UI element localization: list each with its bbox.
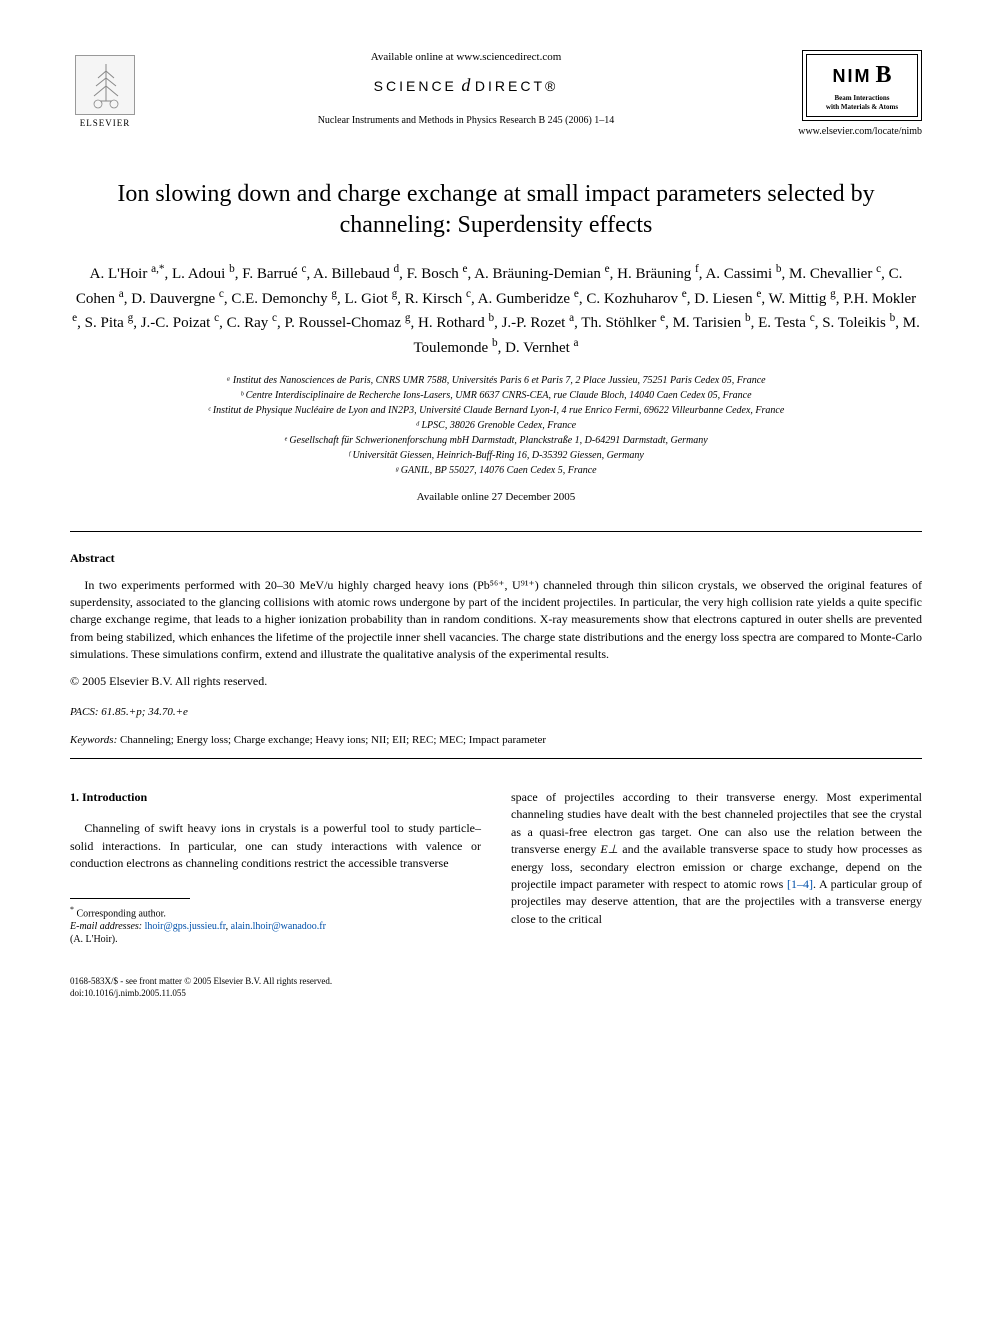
available-date: Available online 27 December 2005: [70, 490, 922, 505]
journal-url: www.elsevier.com/locate/nimb: [792, 125, 922, 139]
pacs-label: PACS:: [70, 706, 99, 718]
bottom-info: 0168-583X/$ - see front matter © 2005 El…: [70, 976, 481, 999]
affiliation-b: ᵇ Centre Interdisciplinaire de Recherche…: [70, 389, 922, 403]
page-header: ELSEVIER Available online at www.science…: [70, 50, 922, 139]
keywords-label: Keywords:: [70, 734, 117, 746]
divider-bottom: [70, 758, 922, 759]
journal-reference: Nuclear Instruments and Methods in Physi…: [160, 114, 772, 128]
front-matter-line: 0168-583X/$ - see front matter © 2005 El…: [70, 976, 481, 988]
nimb-subtitle-2: with Materials & Atoms: [811, 104, 913, 112]
nimb-b: B: [875, 62, 891, 88]
sciencedirect-logo: SCIENCE d DIRECT®: [160, 73, 772, 98]
affiliation-g: ᵍ GANIL, BP 55027, 14076 Caen Cedex 5, F…: [70, 464, 922, 478]
intro-para-1: Channeling of swift heavy ions in crysta…: [70, 820, 481, 872]
keywords-line: Keywords: Channeling; Energy loss; Charg…: [70, 733, 922, 748]
affiliation-a: ᵃ Institut des Nanosciences de Paris, CN…: [70, 374, 922, 388]
column-left: 1. Introduction Channeling of swift heav…: [70, 789, 481, 999]
nimb-frame: NIMB Beam Interactions with Materials & …: [802, 50, 922, 121]
email-link-2[interactable]: alain.lhoir@wanadoo.fr: [231, 921, 326, 932]
pacs-line: PACS: 61.85.+p; 34.70.+e: [70, 705, 922, 720]
keywords-value: Channeling; Energy loss; Charge exchange…: [117, 734, 546, 746]
divider-top: [70, 531, 922, 532]
affiliations: ᵃ Institut des Nanosciences de Paris, CN…: [70, 374, 922, 478]
sd-right: DIRECT®: [475, 78, 558, 94]
elsevier-label: ELSEVIER: [80, 117, 131, 130]
email-link-1[interactable]: lhoir@gps.jussieu.fr: [145, 921, 226, 932]
nimb-letters: NIM: [832, 66, 871, 86]
nimb-logo-block: NIMB Beam Interactions with Materials & …: [792, 50, 922, 139]
elsevier-logo: ELSEVIER: [70, 50, 140, 130]
nimb-subtitle-1: Beam Interactions: [811, 95, 913, 103]
sd-at-icon: d: [457, 75, 475, 95]
abstract-text: In two experiments performed with 20–30 …: [70, 577, 922, 664]
two-column-body: 1. Introduction Channeling of swift heav…: [70, 789, 922, 999]
affiliation-e: ᵉ Gesellschaft für Schwerionenforschung …: [70, 434, 922, 448]
corresp-star-icon: *: [70, 905, 74, 914]
sd-left: SCIENCE: [374, 78, 457, 94]
ref-link-1-4[interactable]: [1–4]: [787, 877, 813, 891]
affiliation-d: ᵈ LPSC, 38026 Grenoble Cedex, France: [70, 419, 922, 433]
author-list: A. L'Hoir a,*, L. Adoui b, F. Barrué c, …: [70, 261, 922, 359]
copyright-line: © 2005 Elsevier B.V. All rights reserved…: [70, 673, 922, 690]
footnote-block: * Corresponding author. E-mail addresses…: [70, 905, 481, 946]
intro-para-2: space of projectiles according to their …: [511, 789, 922, 928]
column-right: space of projectiles according to their …: [511, 789, 922, 999]
intro-heading: 1. Introduction: [70, 789, 481, 806]
footnote-author: (A. L'Hoir).: [70, 933, 481, 946]
elsevier-tree-icon: [75, 55, 135, 115]
corresp-text: Corresponding author.: [77, 908, 166, 919]
center-header: Available online at www.sciencedirect.co…: [140, 50, 792, 128]
pacs-value: 61.85.+p; 34.70.+e: [99, 706, 188, 718]
abstract-heading: Abstract: [70, 550, 922, 567]
available-online-text: Available online at www.sciencedirect.co…: [160, 50, 772, 65]
doi-line: doi:10.1016/j.nimb.2005.11.055: [70, 988, 481, 1000]
footnote-separator: [70, 898, 190, 899]
affiliation-c: ᶜ Institut de Physique Nucléaire de Lyon…: [70, 404, 922, 418]
affiliation-f: ᶠ Universität Giessen, Heinrich-Buff-Rin…: [70, 449, 922, 463]
article-title: Ion slowing down and charge exchange at …: [70, 179, 922, 241]
email-label: E-mail addresses:: [70, 921, 142, 932]
